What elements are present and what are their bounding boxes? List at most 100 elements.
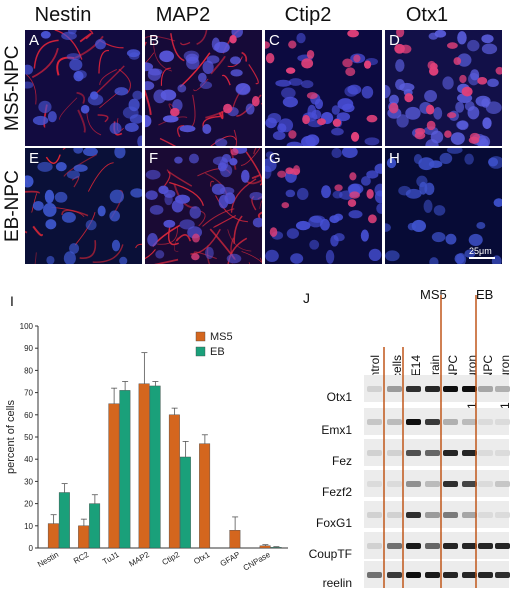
gel-band — [425, 572, 440, 578]
gel-band — [387, 450, 402, 456]
column-title-otx1: Otx1 — [405, 4, 449, 26]
gel-band — [443, 512, 458, 518]
y-tick-label: 100 — [20, 322, 34, 331]
bar-eb-rc2 — [89, 503, 101, 549]
gel-band — [367, 512, 382, 518]
gel-band — [478, 386, 493, 392]
gel-band — [443, 419, 458, 425]
y-tick-label: 60 — [24, 411, 33, 420]
scale-bar-label: 25μm — [469, 246, 492, 256]
gene-label-fez: Fez — [331, 454, 352, 468]
cell-image — [25, 148, 142, 264]
micrograph-panel-b: B — [145, 30, 262, 146]
cell-image — [265, 30, 382, 146]
x-tick-label: Nestin — [36, 550, 60, 569]
scale-bar: 25μm — [469, 246, 495, 259]
bar-eb-nestin — [58, 492, 70, 549]
cell-image — [385, 30, 502, 146]
bar-ms5-otx1 — [199, 443, 211, 549]
gel-band — [462, 450, 477, 456]
bar-ms5-tuj1 — [108, 403, 120, 549]
y-tick-label: 10 — [24, 522, 33, 531]
cell-image — [145, 148, 262, 264]
y-tick-label: 0 — [29, 544, 34, 553]
micrograph-panel-h: H 25μm — [385, 148, 502, 264]
y-tick-label: 50 — [24, 433, 33, 442]
bar-ms5-map2 — [138, 383, 150, 549]
gel-band — [478, 419, 493, 425]
micrograph-panel-g: G — [265, 148, 382, 264]
x-tick-label: CNPase — [242, 550, 273, 573]
micrograph-panel-f: F — [145, 148, 262, 264]
rt-pcr-gel: control ES cells E14 brain D7 NPC D14 ne… — [300, 285, 511, 593]
gel-band — [443, 386, 458, 392]
row-title-ms5-npc: MS5-NPC — [2, 45, 23, 131]
gel-band — [478, 572, 493, 578]
gel-band — [495, 572, 510, 578]
gel-band — [495, 419, 510, 425]
gel-band — [478, 450, 493, 456]
panel-letter: D — [389, 32, 400, 49]
gene-label-couptf: CoupTF — [308, 547, 352, 561]
gel-band — [367, 450, 382, 456]
gel-band — [425, 481, 440, 487]
gel-band — [387, 386, 402, 392]
panel-letter: G — [269, 150, 281, 167]
gel-band — [425, 419, 440, 425]
panel-letter: E — [29, 150, 40, 167]
gel-band — [406, 419, 421, 425]
gel-band — [478, 512, 493, 518]
micrograph-panel-e: E — [25, 148, 142, 264]
gel-band — [425, 512, 440, 518]
panel-letter: H — [389, 150, 400, 167]
gel-band — [462, 543, 477, 549]
gel-band — [425, 386, 440, 392]
gel-band — [478, 481, 493, 487]
legend-label: MS5 — [210, 331, 233, 343]
gel-band — [387, 512, 402, 518]
gel-band — [495, 512, 510, 518]
bar-ms5-ctip2 — [168, 414, 180, 549]
cell-image — [25, 30, 142, 146]
chart-letter: I — [10, 293, 14, 309]
gel-band — [406, 481, 421, 487]
bar-ms5-rc2 — [78, 525, 90, 549]
legend-swatch — [195, 346, 206, 357]
y-tick-label: 80 — [24, 366, 33, 375]
cell-image — [265, 148, 382, 264]
bar-chart: 0 10 20 30 40 50 60 70 80 90 100 percent of cells Ne… — [5, 322, 288, 573]
gel-letter: J — [303, 290, 310, 306]
legend-label: EB — [210, 346, 225, 358]
gel-band — [406, 572, 421, 578]
gel-band — [443, 481, 458, 487]
x-tick-label: MAP2 — [127, 550, 151, 569]
bar-eb-map2 — [149, 385, 161, 549]
x-tick-label: Otx1 — [192, 550, 212, 567]
column-title-map2: MAP2 — [155, 4, 211, 26]
row-title-eb-npc: EB-NPC — [2, 170, 23, 242]
gel-band — [443, 543, 458, 549]
panel-letter: A — [29, 32, 40, 49]
y-tick-label: 30 — [24, 477, 33, 486]
cell-image — [145, 30, 262, 146]
gel-band — [387, 572, 402, 578]
gel-band — [495, 386, 510, 392]
gene-label-reelin: reelin — [322, 576, 352, 590]
cell-image — [385, 148, 502, 264]
bar-eb-ctip2 — [179, 456, 191, 549]
gel-band — [387, 543, 402, 549]
x-tick-label: TuJ1 — [101, 550, 121, 567]
gel-band — [367, 543, 382, 549]
gel-band — [387, 419, 402, 425]
column-title-nestin: Nestin — [34, 4, 92, 26]
gel-band — [462, 512, 477, 518]
gel-band — [406, 386, 421, 392]
gene-label-fezf2: Fezf2 — [321, 485, 352, 499]
group-label-ms5: MS5 — [420, 287, 447, 302]
gel-band — [495, 543, 510, 549]
x-tick-label: GFAP — [219, 550, 242, 568]
gene-label-foxg1: FoxG1 — [315, 516, 352, 530]
gel-band — [478, 543, 493, 549]
gel-band — [462, 419, 477, 425]
gel-band — [462, 386, 477, 392]
